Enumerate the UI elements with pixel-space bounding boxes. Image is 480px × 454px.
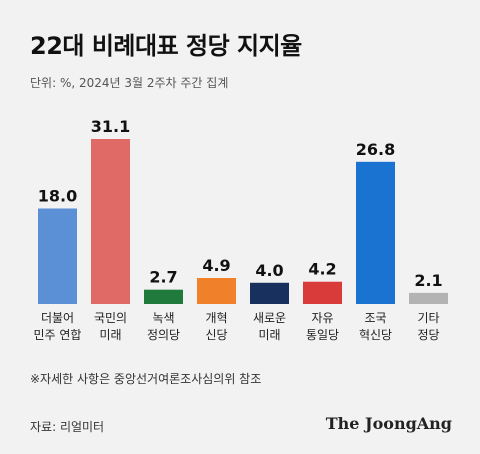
category-label: 새로운 <box>253 311 286 325</box>
value-label: 18.0 <box>38 187 77 206</box>
bar-4 <box>197 278 236 304</box>
category-label: 정의당 <box>147 328 180 342</box>
category-label: 조국 <box>364 311 386 325</box>
category-label: 기타 <box>417 311 439 325</box>
bar-8 <box>409 292 448 304</box>
category-label: 개혁 <box>205 311 227 325</box>
value-label: 2.7 <box>149 268 177 287</box>
bar-7 <box>356 161 395 304</box>
value-label: 31.1 <box>91 117 130 136</box>
bar-6 <box>303 281 342 304</box>
category-label: 혁신당 <box>359 328 392 342</box>
bar-5 <box>250 282 289 304</box>
category-label: 민주 연합 <box>34 328 82 342</box>
source-credit: 자료: 리얼미터 <box>30 420 105 434</box>
category-label: 국민의 <box>94 311 127 325</box>
category-label: 녹색 <box>152 311 174 325</box>
value-label: 26.8 <box>356 140 395 159</box>
category-label: 미래 <box>258 328 280 342</box>
bar-3 <box>144 289 183 304</box>
chart-title: 22대 비례대표 정당 지지율 <box>30 32 302 60</box>
value-label: 4.0 <box>255 261 283 280</box>
bar-2 <box>91 139 130 304</box>
brand-logo: The JoongAng <box>325 414 452 433</box>
value-label: 4.9 <box>202 256 230 275</box>
category-label: 더불어 <box>41 311 74 325</box>
category-label: 정당 <box>417 328 439 342</box>
value-label: 2.1 <box>414 271 442 290</box>
footnote: ※자세한 사항은 중앙선거여론조사심의위 참조 <box>30 372 262 386</box>
bar-1 <box>38 208 77 304</box>
category-label: 통일당 <box>306 328 339 342</box>
chart-subtitle: 단위: %, 2024년 3월 2주차 주간 집계 <box>30 76 229 90</box>
category-label: 신당 <box>205 328 227 342</box>
category-label: 미래 <box>99 328 121 342</box>
category-label: 자유 <box>311 311 333 325</box>
value-label: 4.2 <box>308 260 336 279</box>
